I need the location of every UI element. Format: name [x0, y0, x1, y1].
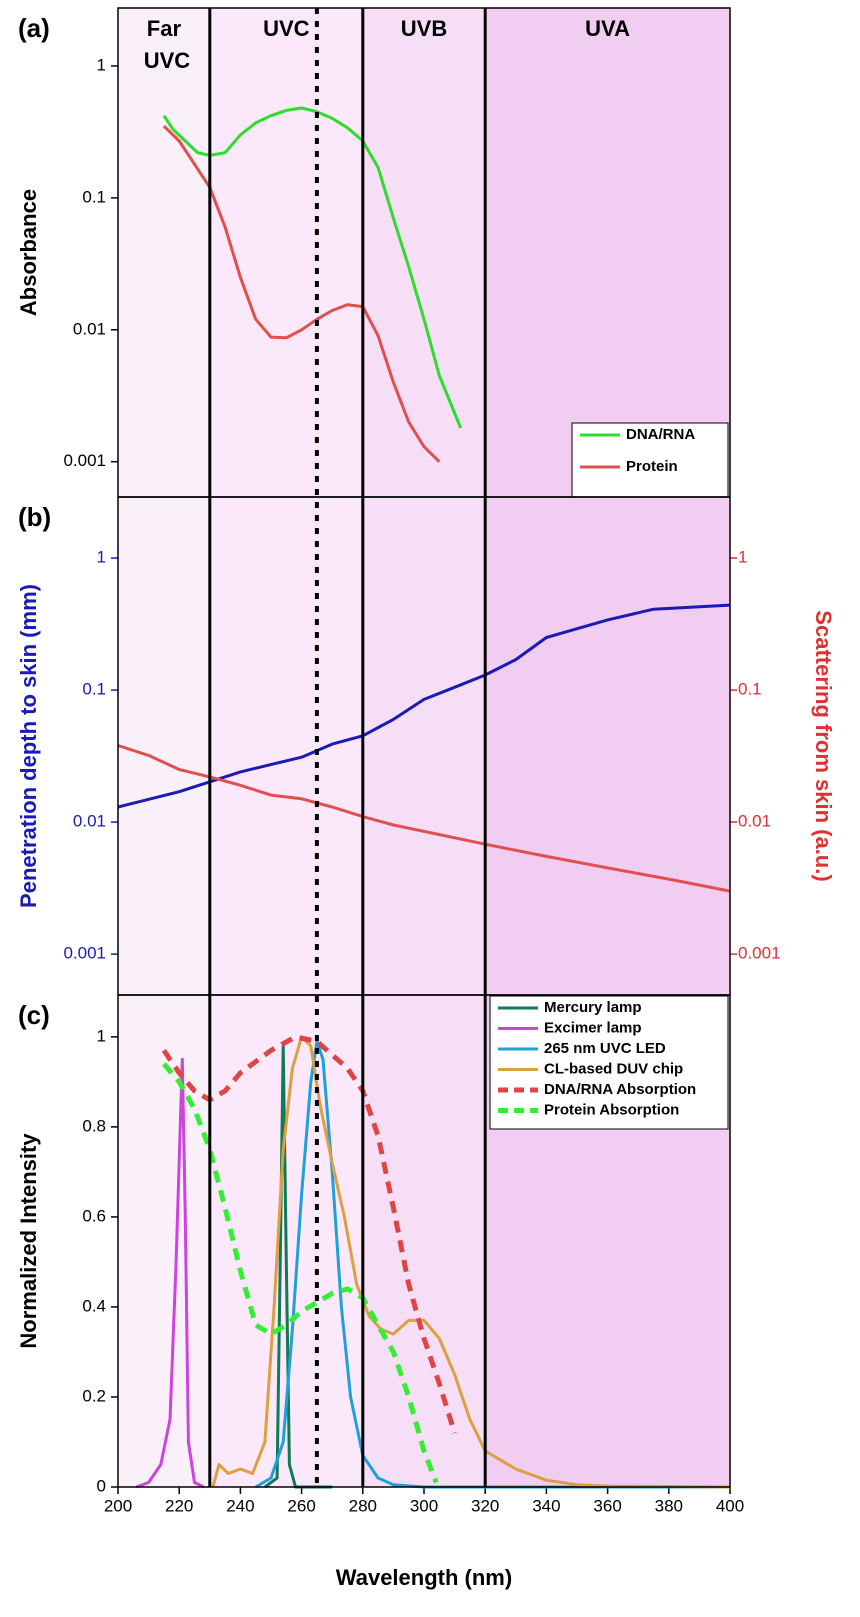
y-tick-label: 0.2	[82, 1386, 106, 1405]
y2-tick-label: 0.01	[738, 812, 771, 831]
y-tick-label: 1	[97, 1026, 106, 1045]
y-tick-label: 0.01	[73, 319, 106, 338]
y-tick-label: 0.001	[63, 451, 106, 470]
legend-label: DNA/RNA	[626, 426, 695, 443]
plot-frame	[117, 994, 731, 1488]
x-tick-label: 240	[226, 1496, 254, 1515]
panel-label: (c)	[18, 1000, 50, 1030]
region-label-line: UVC	[138, 48, 191, 73]
region-shade	[485, 8, 730, 1487]
x-tick-label: 300	[410, 1496, 438, 1515]
y-tick-label: 1	[97, 548, 106, 567]
y2-tick-label: 1	[738, 548, 747, 567]
series-line	[161, 1062, 439, 1484]
x-axis-title: Wavelength (nm)	[336, 1565, 512, 1590]
region-label: Far UVC	[138, 16, 191, 73]
region-label: UVC	[263, 16, 310, 41]
region-label-line: Far	[147, 16, 182, 41]
x-tick-label: 340	[532, 1496, 560, 1515]
x-tick-label: 220	[165, 1496, 193, 1515]
legend-label: CL-based DUV chip	[544, 1060, 683, 1077]
series-line	[211, 1035, 731, 1489]
y-tick-label: 0.001	[63, 944, 106, 963]
series-line	[264, 1044, 333, 1489]
panel-label: (a)	[18, 13, 50, 43]
x-tick-label: 400	[716, 1496, 744, 1515]
series-line	[117, 603, 731, 809]
y-tick-label: 0.8	[82, 1116, 106, 1135]
legend-label: DNA/RNA Absorption	[544, 1081, 696, 1098]
y-tick-label: 0.1	[82, 187, 106, 206]
panel-label: (b)	[18, 502, 51, 532]
y-axis-title: Absorbance	[16, 189, 41, 316]
region-label: UVB	[401, 16, 447, 41]
y2-axis-title: Scattering from skin (a.u.)	[811, 610, 836, 881]
y-tick-label: 0.4	[82, 1296, 106, 1315]
y-axis-title: Normalized Intensity	[16, 1133, 41, 1349]
series-line	[135, 1057, 205, 1489]
y-axis-title: Penetration depth to skin (mm)	[16, 584, 41, 908]
y2-tick-label: 0.1	[738, 680, 762, 699]
x-tick-label: 200	[104, 1496, 132, 1515]
y-tick-label: 1	[97, 55, 106, 74]
x-tick-label: 380	[655, 1496, 683, 1515]
legend-label: Protein	[626, 458, 678, 475]
series-line	[254, 1039, 730, 1489]
x-tick-label: 360	[593, 1496, 621, 1515]
region-shade	[362, 8, 486, 1487]
y-tick-label: 0.1	[82, 680, 106, 699]
y2-tick-label: 0.001	[738, 944, 781, 963]
series-line	[162, 106, 463, 429]
legend-label: 265 nm UVC LED	[544, 1040, 666, 1057]
x-tick-label: 260	[287, 1496, 315, 1515]
region-label: UVA	[585, 16, 630, 41]
x-tick-label: 280	[349, 1496, 377, 1515]
x-tick-label: 320	[471, 1496, 499, 1515]
legend-box	[489, 995, 729, 1130]
y-tick-label: 0.01	[73, 812, 106, 831]
series-line	[161, 1034, 457, 1434]
legend-label: Excimer lamp	[544, 1019, 642, 1036]
legend-label: Mercury lamp	[544, 999, 642, 1016]
y-tick-label: 0	[97, 1476, 106, 1495]
region-shade	[118, 8, 210, 1487]
legend-label: Protein Absorption	[544, 1101, 679, 1118]
series-line	[117, 744, 731, 893]
y-tick-label: 0.6	[82, 1206, 106, 1225]
